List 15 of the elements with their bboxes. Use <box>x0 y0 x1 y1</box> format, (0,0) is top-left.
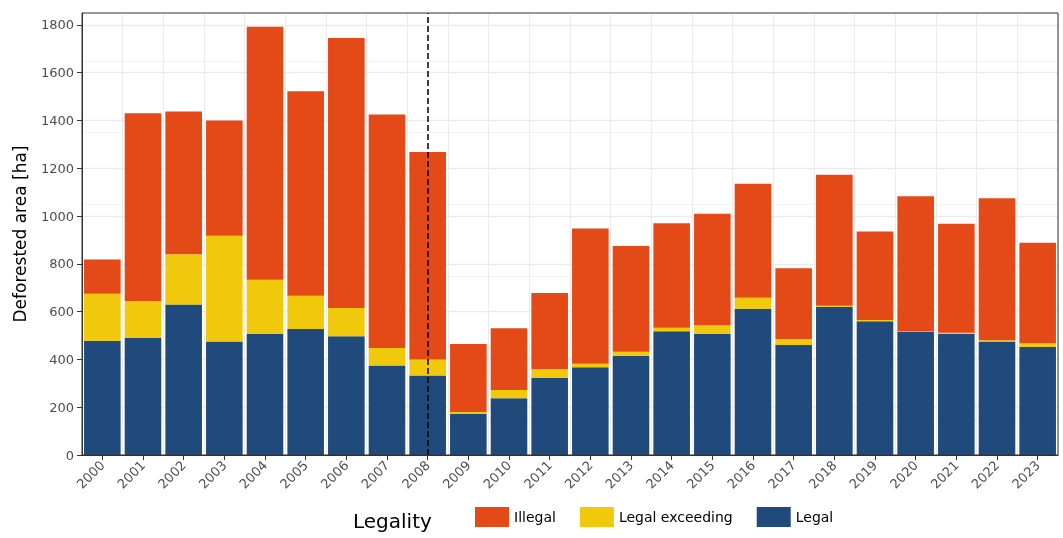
y-tick-label: 1400 <box>40 113 74 129</box>
y-tick-label: 1200 <box>40 160 74 176</box>
y-axis-title: Deforested area [ha] <box>9 145 30 323</box>
y-tick-label: 0 <box>65 447 74 463</box>
legend-title: Legality <box>353 509 432 533</box>
y-tick-label: 1600 <box>40 65 74 81</box>
y-tick-label: 800 <box>49 256 74 272</box>
y-tick-label: 600 <box>49 304 74 320</box>
y-tick-label: 200 <box>49 399 74 415</box>
y-tick-label: 1000 <box>40 208 74 224</box>
legend-label: Legal <box>795 509 834 525</box>
legend-label: Illegal <box>514 509 556 525</box>
legend-label: Legal exceeding <box>618 509 733 525</box>
y-tick-label: 400 <box>49 351 74 367</box>
y-tick-label: 1800 <box>40 17 74 33</box>
